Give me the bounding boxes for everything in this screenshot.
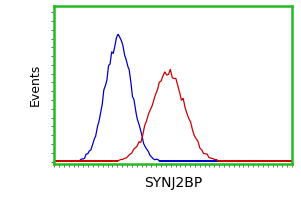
Y-axis label: Events: Events <box>29 64 42 106</box>
X-axis label: SYNJ2BP: SYNJ2BP <box>144 177 202 191</box>
